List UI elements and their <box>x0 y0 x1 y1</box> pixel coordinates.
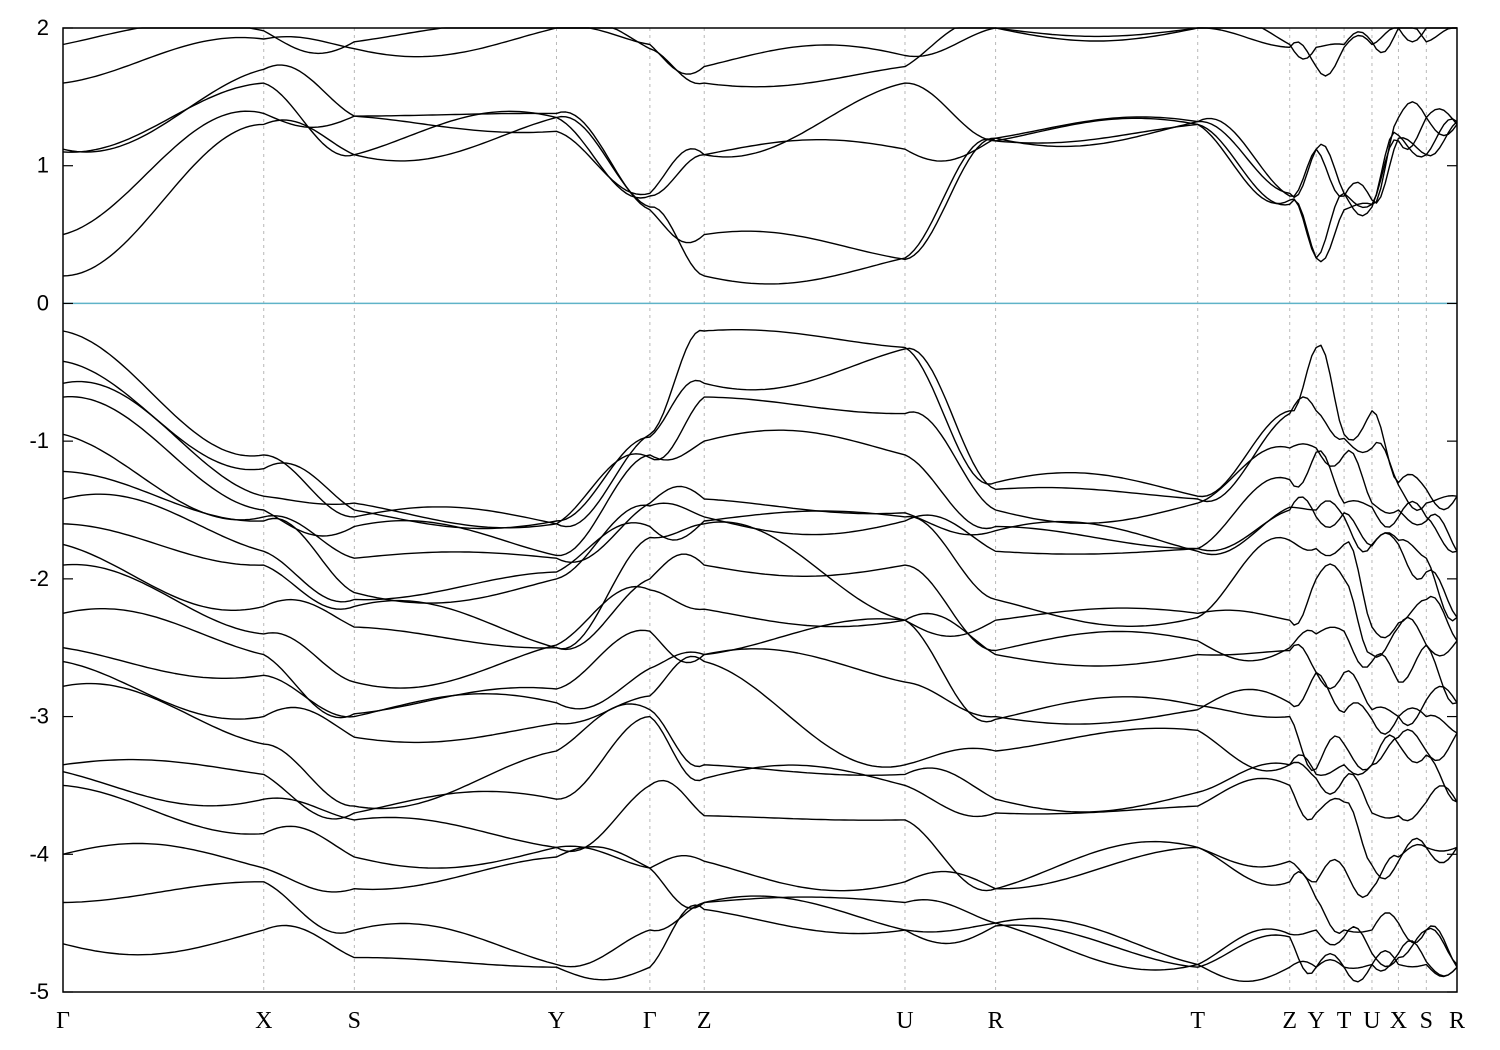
band-line <box>62 655 1458 803</box>
band-line <box>62 543 1458 705</box>
band-line <box>62 904 1458 983</box>
band-line <box>62 521 1458 658</box>
band-line <box>62 64 1458 259</box>
band-line <box>62 27 1457 88</box>
band-line <box>62 842 1458 971</box>
kpoint-label: Y <box>1308 1008 1325 1034</box>
kpoint-label: Z <box>697 1008 712 1034</box>
band-line <box>62 563 1458 727</box>
band-line <box>62 433 1458 622</box>
kpoint-label: Γ <box>643 1008 657 1034</box>
kpoint-label: S <box>1420 1008 1433 1034</box>
band-line <box>62 470 1458 618</box>
y-tick-label: 1 <box>37 153 49 178</box>
kpoint-label: T <box>1190 1008 1205 1034</box>
y-tick-label: 2 <box>37 15 49 40</box>
kpoint-label: X <box>1390 1008 1407 1034</box>
band-line <box>62 608 1458 735</box>
kpoint-label: Y <box>548 1008 565 1034</box>
kpoint-label: S <box>348 1008 361 1034</box>
band-line <box>62 618 1458 772</box>
kpoint-label: R <box>1449 1008 1465 1034</box>
band-line <box>62 347 1458 530</box>
kpoint-label: X <box>255 1008 272 1034</box>
band-line <box>62 110 1458 261</box>
y-tick-label: -3 <box>29 704 49 729</box>
band-line <box>62 784 1458 965</box>
kpoint-label: U <box>896 1008 913 1034</box>
band-line <box>62 329 1458 528</box>
kpoint-gridlines <box>263 28 1427 992</box>
kpoint-label: Γ <box>56 1008 70 1034</box>
band-line <box>62 881 1458 977</box>
y-tick-label: -2 <box>29 566 49 591</box>
band-line <box>62 108 1458 285</box>
band-line <box>62 82 1458 209</box>
band-line <box>62 771 1458 899</box>
band-line <box>62 682 1458 822</box>
y-tick-label: -5 <box>29 979 49 1004</box>
band-line <box>62 493 1458 642</box>
kpoint-label: T <box>1337 1008 1352 1034</box>
kpoint-label: U <box>1363 1008 1380 1034</box>
plot-frame <box>62 27 1458 993</box>
y-tick-label: -1 <box>29 428 49 453</box>
kpoint-label: R <box>988 1008 1004 1034</box>
plot-border <box>62 27 1458 993</box>
y-axis-ticks: 2 1 0 -1 -2 -3 -4 -5 <box>29 15 1457 1004</box>
band-line <box>62 380 1458 552</box>
y-tick-label: 0 <box>37 290 49 315</box>
band-line <box>62 27 1457 75</box>
y-tick-label: -4 <box>29 841 49 866</box>
band-lines <box>62 27 1458 983</box>
band-line <box>62 396 1458 557</box>
kpoint-label: Z <box>1282 1008 1297 1034</box>
